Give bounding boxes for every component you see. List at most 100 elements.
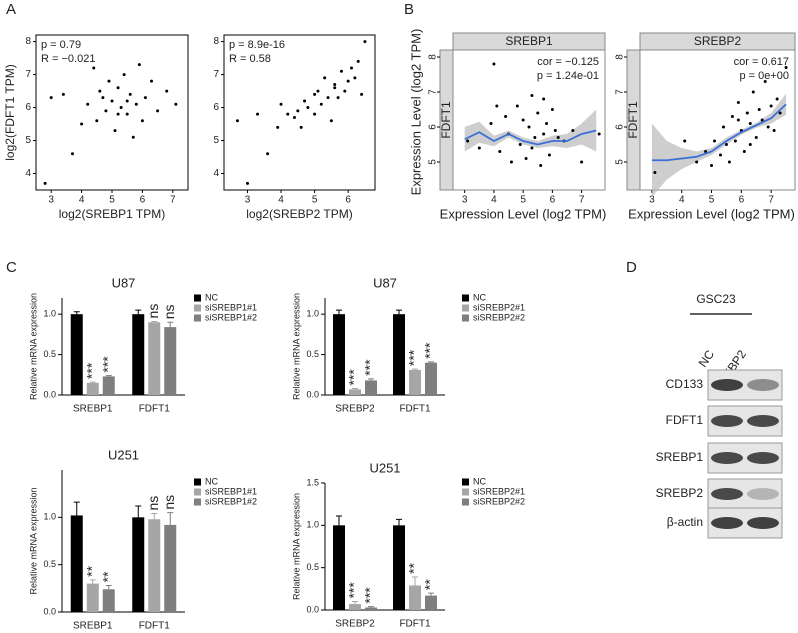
point <box>518 143 522 146</box>
point <box>356 59 360 63</box>
bar <box>70 314 83 395</box>
row-label: CD133 <box>666 377 704 391</box>
y-axis-label: Relative mRNA expression <box>28 487 38 594</box>
bar <box>102 589 115 612</box>
y-tick-label: 0.5 <box>43 349 56 359</box>
bar <box>365 607 377 610</box>
point <box>286 112 290 116</box>
strip <box>639 32 796 51</box>
point <box>751 90 755 94</box>
point <box>70 152 74 156</box>
point <box>733 139 737 143</box>
bar <box>333 525 345 610</box>
significance: ns <box>161 495 177 510</box>
point <box>597 132 601 136</box>
x-tick-label: SREBP2 <box>335 619 375 630</box>
error-bar <box>135 309 142 315</box>
annotation: R = 0.58 <box>229 53 271 65</box>
blot-band <box>711 488 743 500</box>
error-bar <box>151 513 158 520</box>
x-tick-label: 5 <box>312 195 318 206</box>
y-tick-label: 6 <box>615 124 626 130</box>
chart-title: U87 <box>373 275 397 290</box>
point <box>515 104 519 108</box>
point <box>333 86 337 90</box>
point <box>299 125 303 129</box>
blot-band <box>711 452 743 464</box>
point <box>760 118 764 122</box>
point <box>754 136 758 139</box>
point <box>313 112 317 116</box>
blot-band <box>747 488 779 500</box>
x-tick-label: 6 <box>739 195 745 206</box>
error-bar <box>73 311 80 315</box>
point <box>61 92 65 96</box>
bar <box>148 322 161 395</box>
point <box>140 119 144 123</box>
point <box>757 108 761 111</box>
legend-swatch <box>194 314 201 322</box>
legend-label: siSREBP2#2 <box>473 496 525 506</box>
bar <box>393 314 405 395</box>
x-tick-label: 4 <box>278 195 284 206</box>
legend-swatch <box>194 498 201 506</box>
point <box>156 109 160 113</box>
x-tick-label: FDFT1 <box>399 404 431 415</box>
point <box>256 112 260 116</box>
fit-line <box>464 129 597 146</box>
blot-band <box>711 517 743 529</box>
annotation: R = −0.021 <box>41 53 95 65</box>
y-tick-label: 1.0 <box>43 309 56 319</box>
point <box>101 96 105 100</box>
point <box>235 119 239 123</box>
point <box>165 89 169 93</box>
error-bar <box>396 309 402 315</box>
point <box>98 89 102 93</box>
point <box>116 112 120 116</box>
annotation: cor = 0.617 <box>734 56 789 68</box>
y-axis-label: log2(FDFT1 TPM) <box>3 64 17 160</box>
legend-swatch <box>462 488 469 496</box>
legend-label: NC <box>205 292 218 302</box>
x-tick-label: SREBP1 <box>73 404 113 415</box>
significance: *** <box>362 587 378 604</box>
point <box>704 150 708 153</box>
y-tick-label: 7 <box>615 89 626 95</box>
y-axis-label: Relative mRNA expression <box>291 293 301 400</box>
point <box>137 63 141 67</box>
bar <box>393 525 405 610</box>
point <box>736 118 740 122</box>
y-tick-label: 8 <box>213 36 219 47</box>
legend-label: siSREBP1#1 <box>205 302 257 312</box>
point <box>466 139 470 143</box>
point <box>730 115 734 118</box>
y-tick-label: 6 <box>25 102 31 113</box>
error-bar <box>352 601 358 605</box>
error-bar <box>73 501 80 516</box>
panel-label: C <box>6 259 17 276</box>
x-tick-label: 5 <box>709 195 715 206</box>
point <box>527 125 531 129</box>
x-tick-label: 6 <box>140 195 146 206</box>
bar <box>409 585 421 610</box>
point <box>748 143 752 146</box>
point <box>727 160 731 164</box>
y-axis-label: Relative mRNA expression <box>291 493 301 600</box>
point <box>489 122 493 125</box>
y-tick-label: 0.0 <box>306 604 319 614</box>
point <box>353 76 357 80</box>
point <box>92 66 96 70</box>
legend-label: siSREBP1#2 <box>205 496 257 506</box>
significance: ** <box>406 563 422 574</box>
point <box>536 111 540 115</box>
point <box>530 146 534 150</box>
bar <box>164 327 177 395</box>
point <box>323 76 327 80</box>
side-label: FDFT1 <box>626 101 640 139</box>
blot-band <box>747 452 779 464</box>
error-bar <box>412 368 418 370</box>
point <box>131 135 135 139</box>
point <box>571 129 575 132</box>
point <box>504 115 508 118</box>
x-tick-label: 3 <box>245 195 251 206</box>
